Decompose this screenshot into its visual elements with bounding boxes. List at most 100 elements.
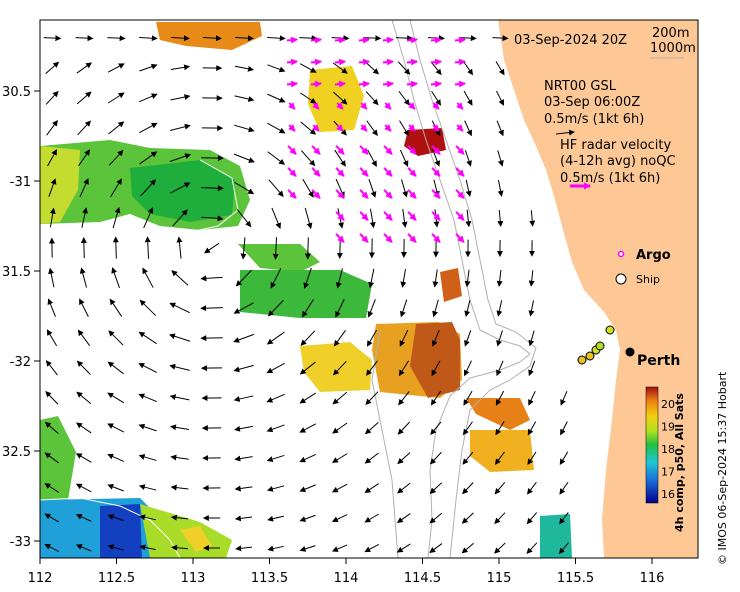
- hf-radar-arrow: [335, 233, 345, 243]
- model-current-arrow: [267, 151, 286, 165]
- model-current-arrow: [331, 544, 348, 552]
- colorbar-label: 4h comp, p50, All Sats: [673, 393, 686, 532]
- hf-radar-arrow: [407, 145, 417, 155]
- hf-radar-arrow: [287, 167, 297, 177]
- model-current-arrow: [76, 62, 92, 74]
- model-current-arrow: [107, 392, 125, 404]
- model-current-arrow: [138, 331, 157, 345]
- model-current-arrow: [559, 451, 569, 466]
- model-current-arrow: [234, 515, 253, 522]
- model-current-arrow: [332, 422, 348, 434]
- radar-subtitle: (4-12h avg) noQC: [560, 154, 676, 169]
- model-current-arrow: [266, 362, 285, 374]
- hf-radar-arrow: [455, 233, 465, 243]
- model-current-arrow: [268, 179, 284, 197]
- model-current-arrow: [462, 451, 474, 465]
- y-tick-label: 30.5: [2, 85, 31, 100]
- model-current-arrow: [401, 179, 408, 198]
- model-current-arrow: [169, 302, 191, 314]
- model-current-arrow: [266, 454, 285, 462]
- argo-legend-icon: [617, 250, 625, 258]
- model-current-arrow: [169, 363, 190, 371]
- model-current-arrow: [139, 299, 157, 316]
- model-current-arrow: [497, 150, 504, 167]
- model-current-arrow: [108, 149, 124, 166]
- model-current-arrow: [461, 512, 474, 524]
- hf-radar-arrow: [334, 58, 346, 66]
- model-current-arrow: [369, 208, 376, 229]
- model-current-arrow: [332, 62, 348, 74]
- model-current-arrow: [266, 331, 285, 345]
- model-current-arrow: [496, 300, 503, 317]
- model-current-arrow: [299, 514, 316, 522]
- model-current-arrow: [76, 391, 92, 405]
- hf-radar-arrow: [408, 102, 416, 110]
- model-current-arrow: [396, 513, 411, 524]
- x-tick-label: 112: [28, 571, 53, 586]
- model-current-arrow: [367, 149, 377, 167]
- model-current-arrow: [44, 421, 59, 434]
- model-current-arrow: [331, 514, 348, 522]
- model-current-arrow: [77, 120, 92, 136]
- model-current-arrow: [172, 209, 188, 227]
- model-current-arrow: [107, 361, 124, 375]
- model-current-arrow: [140, 179, 157, 197]
- model-current-arrow: [169, 153, 192, 162]
- model-current-arrow: [267, 515, 285, 522]
- model-current-arrow: [464, 330, 472, 347]
- model-current-arrow: [170, 64, 191, 71]
- model-current-arrow: [138, 393, 157, 402]
- model-time: 03-Sep 06:00Z: [544, 95, 640, 110]
- hf-radar-arrow: [407, 189, 417, 199]
- model-current-arrow: [139, 514, 157, 521]
- hf-radar-arrow: [383, 167, 393, 177]
- hf-radar-arrow: [406, 58, 418, 66]
- hf-radar-arrow: [455, 211, 465, 221]
- hf-radar-arrow: [286, 80, 298, 88]
- model-current-arrow: [81, 207, 88, 228]
- model-current-arrow: [234, 425, 254, 432]
- x-tick-label: 113: [181, 571, 206, 586]
- model-current-arrow: [46, 329, 58, 347]
- model-current-arrow: [304, 237, 311, 260]
- hf-radar-arrow: [334, 36, 346, 44]
- model-current-arrow: [45, 391, 59, 405]
- model-current-arrow: [526, 542, 538, 554]
- model-current-arrow: [201, 215, 224, 222]
- model-current-arrow: [271, 207, 281, 229]
- model-current-arrow: [397, 482, 411, 494]
- model-current-arrow: [331, 453, 348, 463]
- model-current-arrow: [527, 451, 537, 465]
- model-current-arrow: [299, 423, 317, 433]
- model-current-arrow: [559, 512, 569, 525]
- hf-radar-arrow: [310, 36, 322, 44]
- hf-radar-arrow: [431, 211, 441, 221]
- hf-radar-arrow: [359, 211, 369, 221]
- model-current-arrow: [494, 542, 506, 554]
- model-current-arrow: [233, 395, 254, 402]
- model-current-arrow: [234, 65, 255, 72]
- model-current-arrow: [77, 329, 91, 346]
- model-current-arrow: [176, 236, 183, 259]
- model-current-arrow: [267, 299, 284, 317]
- model-current-arrow: [107, 514, 124, 522]
- model-current-arrow: [463, 90, 473, 106]
- hf-radar-arrow: [430, 36, 442, 44]
- model-current-arrow: [43, 35, 62, 42]
- colorbar: [645, 386, 659, 504]
- model-current-arrow: [233, 364, 254, 373]
- model-current-arrow: [236, 209, 252, 228]
- hf-radar-arrow: [312, 124, 320, 132]
- model-current-arrows: [43, 35, 569, 555]
- hf-radar-arrow: [431, 145, 441, 155]
- model-current-arrow: [528, 300, 535, 317]
- model-current-arrow: [462, 421, 473, 436]
- model-current-arrow: [429, 451, 442, 465]
- model-current-arrow: [48, 178, 57, 197]
- model-current-arrow: [492, 35, 509, 42]
- hf-radar-arrow: [360, 102, 368, 110]
- model-current-arrow: [464, 150, 472, 167]
- model-current-arrow: [331, 483, 348, 493]
- hf-radar-arrow: [335, 145, 345, 155]
- model-current-arrow: [138, 423, 157, 432]
